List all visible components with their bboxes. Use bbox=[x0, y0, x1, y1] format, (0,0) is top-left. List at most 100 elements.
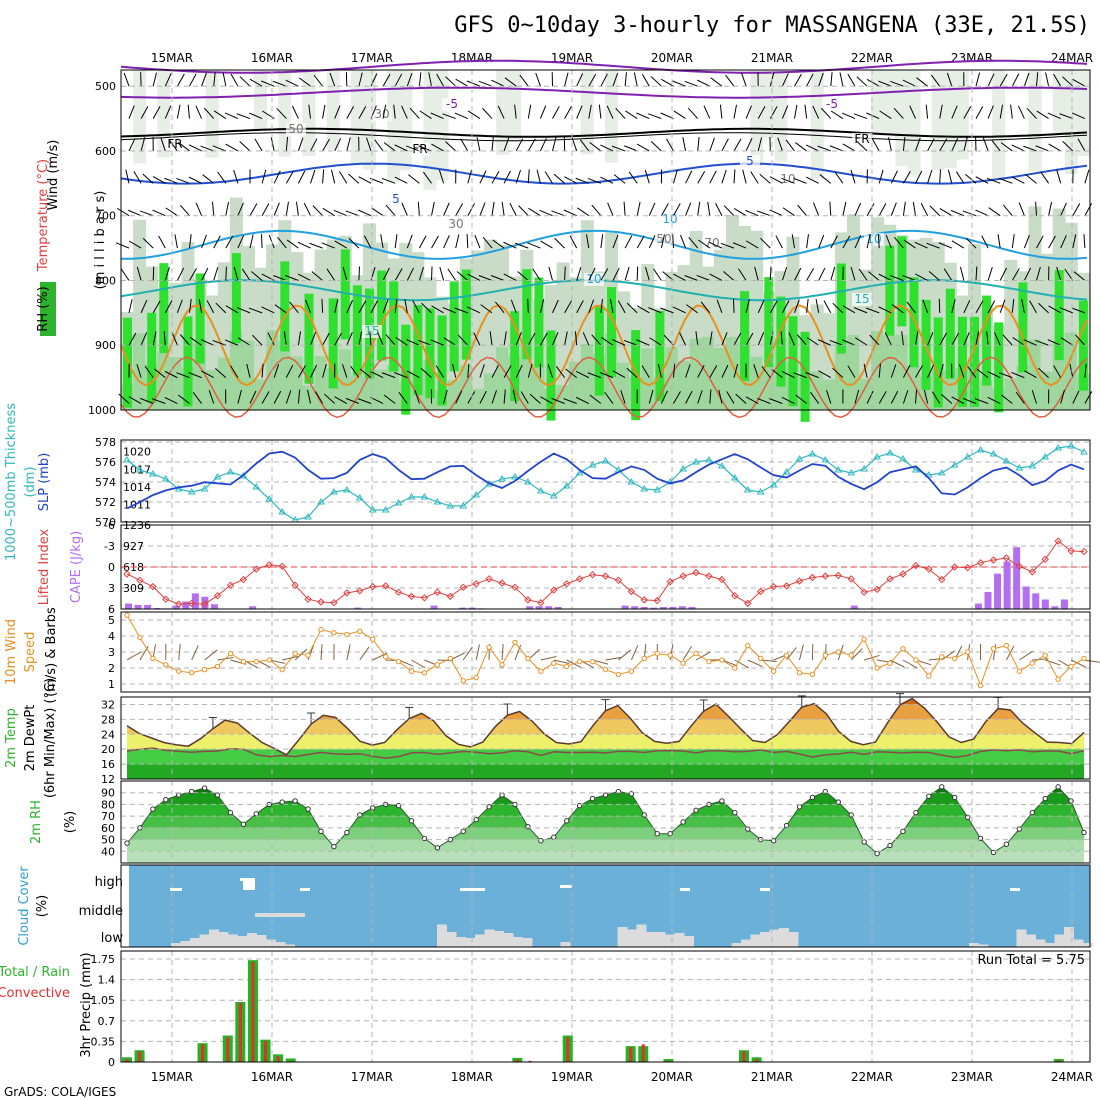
rh-point bbox=[188, 788, 195, 795]
cape-bar bbox=[201, 596, 209, 609]
wind-barb bbox=[842, 305, 856, 314]
wind-barb bbox=[721, 364, 729, 378]
wind-barb bbox=[757, 299, 765, 314]
wind-barb bbox=[850, 266, 856, 281]
wind-barb bbox=[276, 107, 287, 119]
wind-barb bbox=[644, 169, 650, 184]
wind-barb bbox=[420, 367, 432, 378]
cloud-low-bar bbox=[1083, 943, 1093, 947]
li-point bbox=[330, 598, 338, 607]
wind-barb bbox=[842, 201, 847, 216]
wind-barb-10m bbox=[1032, 658, 1049, 661]
wind-barb bbox=[1060, 202, 1067, 216]
wind-barb bbox=[890, 364, 897, 378]
wind-barb bbox=[769, 398, 783, 404]
li-point bbox=[381, 582, 390, 590]
wind-barb bbox=[366, 137, 372, 152]
wind-barb bbox=[249, 234, 254, 249]
wind-barb bbox=[879, 110, 892, 119]
wind-barb bbox=[308, 104, 311, 119]
wind-barb bbox=[963, 299, 971, 314]
li-point bbox=[886, 575, 894, 583]
wind-barb bbox=[951, 138, 959, 152]
rh-band-upper bbox=[895, 70, 909, 166]
y-label-temp: Temperature (°C) bbox=[36, 159, 51, 272]
cloud-low-bar bbox=[646, 932, 656, 947]
rh-band bbox=[980, 379, 994, 410]
wind-speed-point bbox=[137, 634, 143, 641]
wind-barb bbox=[529, 393, 541, 404]
wind-barb bbox=[909, 105, 916, 119]
wind-barb bbox=[742, 169, 747, 184]
wind-barb-10m bbox=[462, 646, 473, 661]
wind-barb bbox=[118, 393, 130, 404]
cloud-low-bar bbox=[741, 939, 751, 947]
rh-band-fill bbox=[127, 827, 1084, 840]
wind-barb-10m bbox=[592, 659, 609, 665]
wind-barb bbox=[1060, 389, 1065, 404]
wind-barb bbox=[189, 268, 197, 281]
wind-barb bbox=[230, 73, 239, 87]
wind-barb bbox=[330, 169, 336, 184]
wind-barb bbox=[830, 110, 844, 119]
wind-barb bbox=[217, 171, 227, 184]
rh-band-moist bbox=[1054, 270, 1064, 361]
wind-barb bbox=[890, 275, 904, 281]
wind-barb bbox=[636, 143, 650, 152]
wind-barb bbox=[885, 234, 892, 249]
wind-barb bbox=[733, 298, 735, 313]
wind-barb bbox=[1072, 234, 1077, 249]
wind-barb bbox=[236, 307, 251, 314]
wind-barb bbox=[333, 209, 347, 217]
wind-barb bbox=[406, 234, 413, 249]
wind-barb-10m bbox=[605, 656, 622, 661]
cloud-low-bar bbox=[456, 937, 466, 947]
contour-label-bg bbox=[852, 133, 872, 146]
rh-band-upper bbox=[1064, 70, 1078, 175]
cloud-low-bar bbox=[275, 942, 286, 947]
wind-barb bbox=[322, 169, 325, 184]
wind-barb bbox=[164, 73, 172, 87]
rh-band-upper bbox=[399, 70, 413, 171]
thickness-point bbox=[821, 456, 830, 463]
cloud-low-bar bbox=[655, 932, 666, 947]
chart-title: GFS 0~10day 3-hourly for MASSANGENA (33E… bbox=[454, 13, 1090, 38]
thickness-point bbox=[834, 466, 843, 473]
wind-barb bbox=[315, 391, 324, 404]
wind-barb bbox=[455, 390, 463, 404]
wind-barb bbox=[1012, 337, 1025, 346]
wind-barb bbox=[600, 298, 604, 313]
wind-barb bbox=[939, 138, 948, 152]
wind-barb bbox=[902, 201, 906, 216]
wind-barb bbox=[313, 74, 323, 87]
wind-barb bbox=[342, 364, 348, 378]
run-total-text: Run Total = 5.75 bbox=[977, 953, 1085, 968]
wind-barb bbox=[576, 266, 582, 281]
wind-speed-point bbox=[745, 642, 751, 649]
wind-barb bbox=[213, 110, 227, 119]
wind-barb bbox=[709, 137, 715, 152]
wind-barb bbox=[588, 73, 597, 87]
wind-barb bbox=[324, 393, 336, 404]
wind-speed-point bbox=[719, 657, 725, 663]
cloud-high-bar bbox=[170, 888, 182, 891]
wind-barb bbox=[641, 365, 650, 378]
wind-barb bbox=[818, 234, 825, 249]
thickness-point bbox=[536, 487, 545, 494]
rh-band bbox=[859, 378, 873, 410]
wind-barb bbox=[795, 142, 807, 152]
wind-barb bbox=[504, 77, 517, 87]
wind-barb bbox=[657, 363, 662, 378]
wind-speed-point bbox=[835, 649, 841, 655]
wind-barb bbox=[527, 363, 533, 378]
rh-band bbox=[242, 340, 255, 410]
rh-band-moist bbox=[1078, 300, 1088, 391]
wind-barb bbox=[260, 234, 263, 249]
li-point bbox=[459, 583, 467, 592]
rh-point bbox=[900, 828, 906, 835]
wind-barb bbox=[688, 236, 699, 249]
thickness-point bbox=[148, 470, 157, 477]
wind-barb bbox=[598, 104, 602, 119]
